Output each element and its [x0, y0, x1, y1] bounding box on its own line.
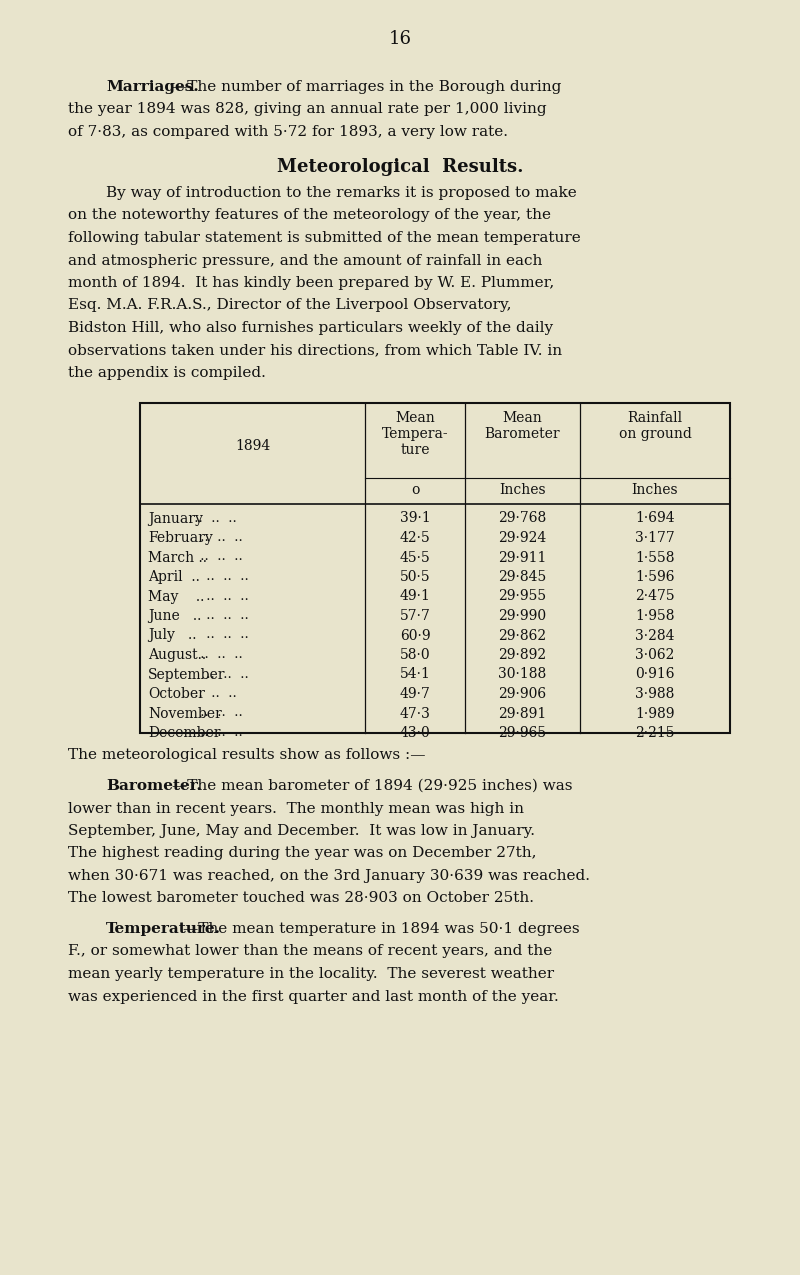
Text: Inches: Inches	[499, 482, 546, 496]
Text: 2·215: 2·215	[635, 725, 674, 739]
Text: Rainfall
on ground: Rainfall on ground	[618, 411, 691, 441]
Text: ..  ..  ..: .. .. ..	[196, 725, 242, 739]
Text: July   ..: July ..	[148, 629, 197, 643]
Text: September, June, May and December.  It was low in January.: September, June, May and December. It wa…	[68, 824, 535, 838]
Text: 50·5: 50·5	[400, 570, 430, 584]
Text: September: September	[148, 668, 226, 682]
Text: Temperature.: Temperature.	[106, 922, 221, 936]
Text: following tabular statement is submitted of the mean temperature: following tabular statement is submitted…	[68, 231, 581, 245]
Text: 29·911: 29·911	[498, 551, 546, 565]
Text: 29·768: 29·768	[498, 511, 546, 525]
Text: 49·1: 49·1	[399, 589, 430, 603]
Text: 60·9: 60·9	[400, 629, 430, 643]
Text: Esq. M.A. F.R.A.S., Director of the Liverpool Observatory,: Esq. M.A. F.R.A.S., Director of the Live…	[68, 298, 511, 312]
Text: ..  ..  ..: .. .. ..	[202, 668, 249, 681]
Text: April  ..: April ..	[148, 570, 200, 584]
Text: Meteorological  Results.: Meteorological Results.	[277, 158, 523, 176]
Text: By way of introduction to the remarks it is proposed to make: By way of introduction to the remarks it…	[106, 186, 577, 200]
Text: 29·862: 29·862	[498, 629, 546, 643]
Bar	[140, 403, 730, 733]
Text: 42·5: 42·5	[400, 530, 430, 544]
Text: of 7·83, as compared with 5·72 for 1893, a very low rate.: of 7·83, as compared with 5·72 for 1893,…	[68, 125, 508, 139]
Text: —The mean barometer of 1894 (29·925 inches) was: —The mean barometer of 1894 (29·925 inch…	[171, 779, 572, 793]
Text: Mean
Tempera-
ture: Mean Tempera- ture	[382, 411, 448, 456]
Text: The highest reading during the year was on December 27th,: The highest reading during the year was …	[68, 847, 537, 861]
Text: was experienced in the first quarter and last month of the year.: was experienced in the first quarter and…	[68, 989, 558, 1003]
Text: 29·845: 29·845	[498, 570, 546, 584]
Text: ..  ..  ..: .. .. ..	[202, 629, 249, 641]
Text: 29·906: 29·906	[498, 687, 546, 701]
Text: 1·989: 1·989	[635, 706, 674, 720]
Text: The meteorological results show as follows :—: The meteorological results show as follo…	[68, 748, 426, 762]
Text: November: November	[148, 706, 222, 720]
Text: month of 1894.  It has kindly been prepared by W. E. Plummer,: month of 1894. It has kindly been prepar…	[68, 275, 554, 289]
Text: on the noteworthy features of the meteorology of the year, the: on the noteworthy features of the meteor…	[68, 209, 551, 223]
Text: 3·177: 3·177	[635, 530, 675, 544]
Text: ..  ..  ..: .. .. ..	[196, 648, 242, 660]
Text: 1·694: 1·694	[635, 511, 675, 525]
Text: —The number of marriages in the Borough during: —The number of marriages in the Borough …	[171, 80, 561, 94]
Text: 58·0: 58·0	[400, 648, 430, 662]
Text: ..  ..  ..: .. .. ..	[196, 530, 242, 544]
Text: Marriages.: Marriages.	[106, 80, 198, 94]
Text: 39·1: 39·1	[400, 511, 430, 525]
Text: December: December	[148, 725, 221, 739]
Text: 54·1: 54·1	[399, 668, 430, 682]
Text: 57·7: 57·7	[399, 609, 430, 623]
Text: 29·892: 29·892	[498, 648, 546, 662]
Text: observations taken under his directions, from which Table IV. in: observations taken under his directions,…	[68, 343, 562, 357]
Text: 29·955: 29·955	[498, 589, 546, 603]
Text: 47·3: 47·3	[399, 706, 430, 720]
Text: —The mean temperature in 1894 was 50·1 degrees: —The mean temperature in 1894 was 50·1 d…	[183, 922, 580, 936]
Text: August..: August..	[148, 648, 206, 662]
Text: Inches: Inches	[632, 482, 678, 496]
Text: 2·475: 2·475	[635, 589, 675, 603]
Text: The lowest barometer touched was 28·903 on October 25th.: The lowest barometer touched was 28·903 …	[68, 891, 534, 905]
Text: Mean
Barometer: Mean Barometer	[485, 411, 560, 441]
Text: ..  ..  ..: .. .. ..	[196, 706, 242, 719]
Text: 16: 16	[389, 31, 411, 48]
Text: and atmospheric pressure, and the amount of rainfall in each: and atmospheric pressure, and the amount…	[68, 254, 542, 268]
Text: 3·284: 3·284	[635, 629, 674, 643]
Text: 29·891: 29·891	[498, 706, 546, 720]
Text: ..  ..  ..: .. .. ..	[202, 589, 249, 603]
Text: ..  ..  ..: .. .. ..	[196, 551, 242, 564]
Text: 1894: 1894	[235, 439, 270, 453]
Text: ..  ..  ..: .. .. ..	[202, 609, 249, 622]
Text: May    ..: May ..	[148, 589, 204, 603]
Text: o: o	[411, 482, 419, 496]
Text: 45·5: 45·5	[400, 551, 430, 565]
Text: the year 1894 was 828, giving an annual rate per 1,000 living: the year 1894 was 828, giving an annual …	[68, 102, 546, 116]
Text: F., or somewhat lower than the means of recent years, and the: F., or somewhat lower than the means of …	[68, 945, 552, 959]
Text: mean yearly temperature in the locality.  The severest weather: mean yearly temperature in the locality.…	[68, 966, 554, 980]
Text: June   ..: June ..	[148, 609, 202, 623]
Text: 29·924: 29·924	[498, 530, 546, 544]
Text: 29·965: 29·965	[498, 725, 546, 739]
Text: the appendix is compiled.: the appendix is compiled.	[68, 366, 266, 380]
Text: 3·062: 3·062	[635, 648, 674, 662]
Text: 49·7: 49·7	[399, 687, 430, 701]
Text: 29·990: 29·990	[498, 609, 546, 623]
Text: 3·988: 3·988	[635, 687, 674, 701]
Text: 1·958: 1·958	[635, 609, 674, 623]
Text: ..  ..  ..: .. .. ..	[190, 687, 237, 700]
Text: 30·188: 30·188	[498, 668, 546, 682]
Text: Bidston Hill, who also furnishes particulars weekly of the daily: Bidston Hill, who also furnishes particu…	[68, 321, 553, 335]
Text: ..  ..  ..: .. .. ..	[202, 570, 249, 583]
Text: when 30·671 was reached, on the 3rd January 30·639 was reached.: when 30·671 was reached, on the 3rd Janu…	[68, 870, 590, 884]
Text: October: October	[148, 687, 205, 701]
Text: March ..: March ..	[148, 551, 207, 565]
Text: 1·558: 1·558	[635, 551, 674, 565]
Text: January: January	[148, 511, 203, 525]
Text: February: February	[148, 530, 213, 544]
Text: ..  ..  ..: .. .. ..	[190, 511, 237, 524]
Text: 43·0: 43·0	[400, 725, 430, 739]
Text: 0·916: 0·916	[635, 668, 674, 682]
Text: lower than in recent years.  The monthly mean was high in: lower than in recent years. The monthly …	[68, 802, 524, 816]
Text: 1·596: 1·596	[635, 570, 674, 584]
Text: Barometer.: Barometer.	[106, 779, 202, 793]
